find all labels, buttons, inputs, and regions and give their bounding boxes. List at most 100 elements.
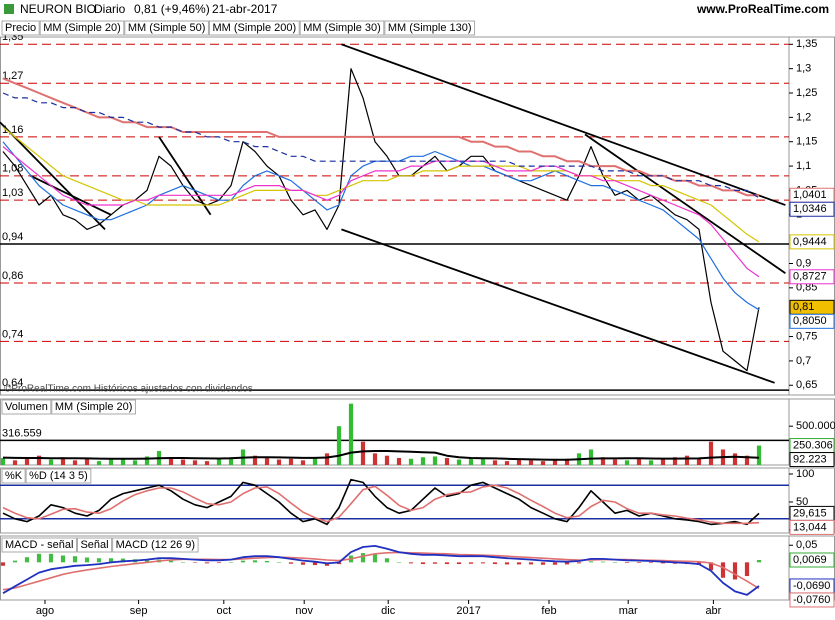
trendline: [584, 133, 786, 274]
bar: [552, 460, 558, 465]
legend-entry: %K: [5, 470, 23, 482]
bar: [240, 560, 246, 563]
symbol: NEURON BIO: [20, 2, 96, 16]
bar: [624, 562, 630, 564]
bar: [528, 460, 534, 465]
last-value-box: [789, 269, 835, 285]
y-tick-label: 0,85: [796, 282, 817, 294]
bar: [60, 555, 66, 563]
trendline: [0, 121, 106, 231]
app-icon: [4, 4, 14, 14]
bar: [0, 562, 6, 566]
bar: [192, 562, 198, 563]
bar: [180, 562, 186, 563]
bar: [216, 562, 222, 564]
bar: [216, 458, 222, 465]
bar: [588, 449, 594, 465]
bar: [444, 458, 450, 465]
bar: [648, 460, 654, 465]
x-tick-label: dic: [381, 605, 396, 617]
last-value-label: 0,8050: [793, 315, 827, 327]
bar: [84, 458, 90, 465]
bar: [48, 553, 54, 563]
legend-box: [39, 20, 125, 36]
bar: [528, 562, 534, 565]
last-value-label: 250.306: [793, 439, 833, 451]
series-line: [2, 146, 760, 278]
bar: [96, 461, 102, 465]
bar: [516, 562, 522, 565]
y-tick-label: 1,3: [796, 63, 811, 75]
y-tick-label: 0,05: [796, 539, 817, 551]
bar: [96, 558, 102, 563]
bar: [420, 457, 426, 465]
bar: [624, 460, 630, 465]
series-line: [2, 77, 759, 197]
legend-entry: MM (Simple 50): [128, 22, 206, 34]
bar: [732, 453, 738, 465]
bar: [660, 562, 666, 564]
y-tick-label: 500.000: [796, 420, 835, 432]
y-tick-label: 50: [796, 496, 808, 508]
bar: [168, 560, 174, 563]
x-tick-label: abr: [705, 605, 721, 617]
bar: [408, 562, 414, 564]
bar: [516, 459, 522, 465]
bar: [600, 457, 606, 465]
bar: [168, 458, 174, 465]
level-label: 1,08: [2, 163, 23, 175]
bar: [300, 460, 306, 465]
bar: [324, 453, 330, 465]
bar: [108, 459, 114, 465]
bar: [648, 562, 654, 564]
trendline: [341, 228, 775, 384]
level-label: 1,16: [2, 124, 23, 136]
bar: [72, 556, 78, 563]
bar: [636, 562, 642, 564]
y-tick-label: 1,25: [796, 87, 817, 99]
bar: [444, 562, 450, 565]
bar: [36, 553, 42, 563]
bar: [744, 562, 750, 577]
bar: [564, 458, 570, 465]
bar: [180, 459, 186, 465]
bar: [12, 460, 18, 465]
bar: [396, 562, 402, 563]
y-tick-label: 0,75: [796, 330, 817, 342]
legend-entry: MM (Simple 20): [43, 22, 121, 34]
last-value-label: -0,0760: [793, 594, 830, 606]
legend-entry: Señal: [80, 539, 108, 551]
last-value-box: [789, 452, 835, 468]
bar: [540, 461, 546, 465]
bar: [276, 459, 282, 465]
bar: [12, 560, 18, 563]
bar: [372, 554, 378, 563]
last-value-label: 92.223: [793, 453, 827, 465]
bar: [696, 458, 702, 465]
bar: [480, 562, 486, 564]
trendline: [341, 43, 786, 206]
bar: [228, 457, 234, 465]
bar: [312, 562, 318, 566]
series-line: [2, 545, 760, 596]
bar: [84, 557, 90, 563]
trendline: [30, 175, 112, 216]
legend-entry: Volumen: [5, 401, 48, 413]
bar: [744, 455, 750, 465]
bar: [24, 458, 30, 465]
last-value-label: 0,81: [793, 301, 814, 313]
bar: [756, 445, 762, 465]
bar: [492, 460, 498, 465]
last-value-box: [789, 234, 835, 250]
series-line: [2, 478, 760, 526]
bar: [144, 456, 150, 465]
bar: [384, 455, 390, 465]
legend-box: [384, 20, 476, 36]
bar: [204, 461, 210, 465]
x-tick-label: sep: [130, 605, 148, 617]
plot-layer: 1,351,271,161,081,030,940,860,740,641,35…: [0, 20, 835, 617]
legend-entry: MM (Simple 200): [212, 22, 296, 34]
bar: [108, 558, 114, 563]
